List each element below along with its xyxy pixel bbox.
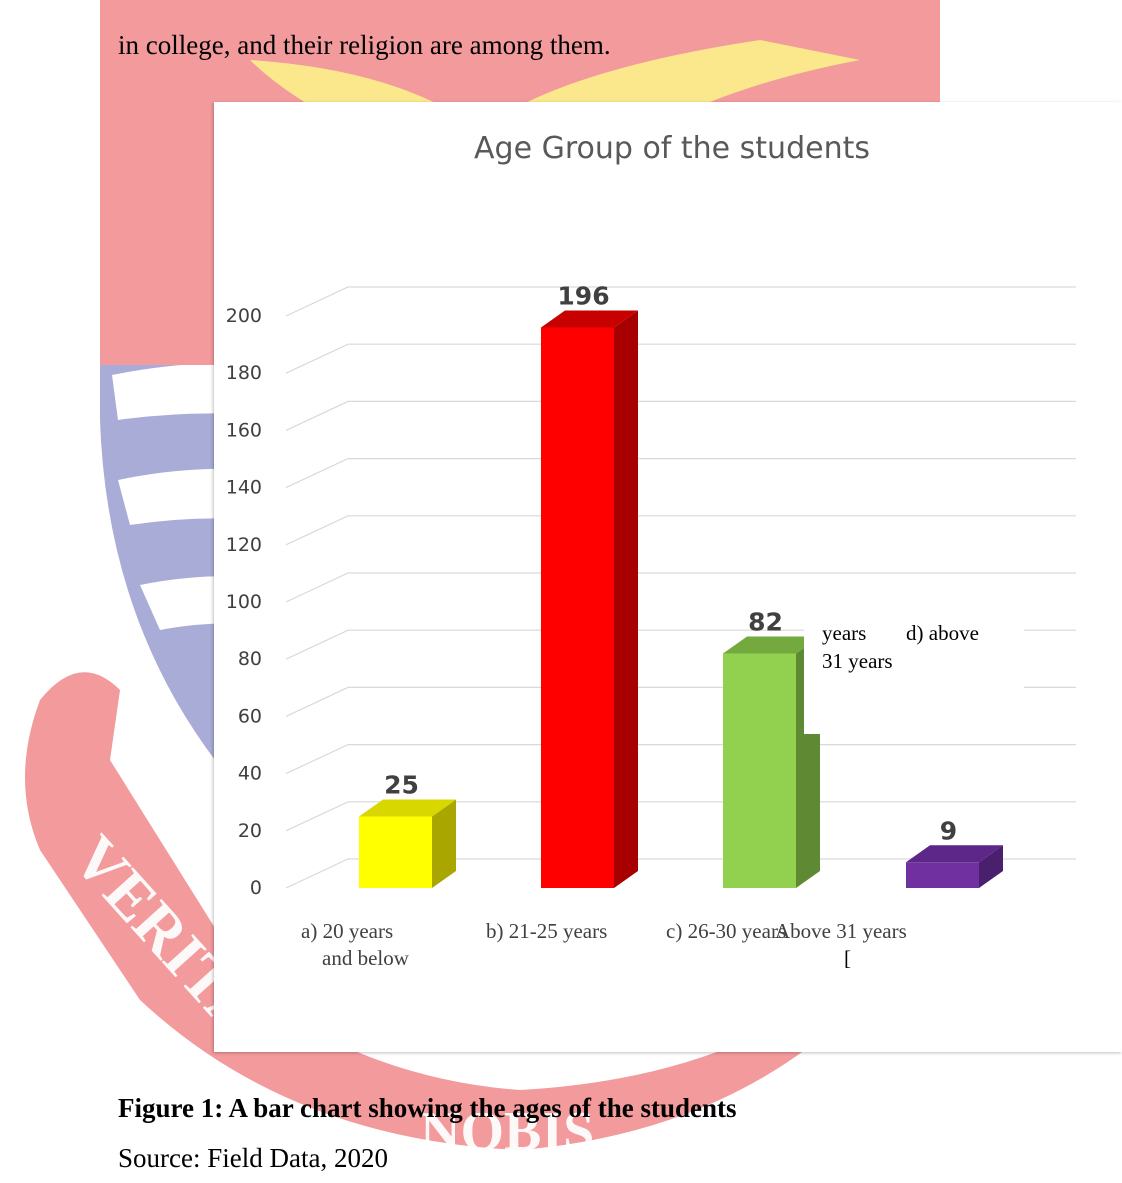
category-label-0-line-0: a) 20 years — [301, 919, 393, 943]
y-tick-label-80: 80 — [238, 648, 262, 670]
data-label-1: 196 — [557, 281, 609, 310]
gridline-140 — [285, 458, 1076, 489]
category-label-0-line-1: and below — [322, 946, 410, 970]
intro-paragraph: in college, and their religion are among… — [118, 30, 611, 60]
category-label-3-line-0: Above 31 years — [775, 919, 907, 943]
bar-top-1 — [541, 310, 638, 328]
bar-side-1 — [614, 310, 638, 888]
overlay-text-d-above: d) above — [906, 621, 979, 645]
bar-chart: Age Group of the students 0 20 40 60 80 100 120… — [226, 131, 1076, 970]
y-tick-label-120: 120 — [226, 534, 262, 556]
y-tick-label-0: 0 — [250, 877, 262, 899]
figure-caption: Figure 1: A bar chart showing the ages o… — [118, 1093, 737, 1123]
overlay-text-years: years — [822, 621, 866, 645]
bar-3 — [906, 862, 979, 888]
figure-source: Source: Field Data, 2020 — [118, 1143, 388, 1173]
motto-nobis-text: NOBIS — [420, 1101, 594, 1163]
category-label-1-line-0: b) 21-25 years — [486, 919, 607, 943]
overlay-text-bracket: [ — [844, 946, 851, 970]
bar-0 — [359, 816, 432, 888]
bar-top-0 — [359, 799, 456, 817]
chart-title: Age Group of the students — [474, 131, 870, 166]
bar-2 — [723, 653, 796, 888]
data-label-2: 82 — [748, 607, 783, 636]
bar-top-3 — [906, 845, 1003, 863]
gridline-20 — [285, 801, 1076, 832]
data-label-3: 9 — [940, 816, 957, 845]
gridline-0 — [285, 858, 1076, 889]
y-tick-label-60: 60 — [238, 705, 262, 727]
gridline-200 — [285, 286, 1076, 317]
y-tick-label-40: 40 — [238, 763, 262, 785]
y-tick-label-100: 100 — [226, 591, 262, 613]
y-tick-label-180: 180 — [226, 362, 262, 384]
data-label-0: 25 — [384, 771, 419, 800]
y-tick-label-20: 20 — [238, 820, 262, 842]
y-tick-label-140: 140 — [226, 477, 262, 499]
y-tick-label-200: 200 — [226, 305, 262, 327]
gridline-100 — [285, 572, 1076, 603]
overlay-text-box — [804, 614, 1024, 734]
bar-side-0 — [432, 799, 456, 888]
bar-1 — [541, 327, 614, 888]
bar-side-3 — [979, 845, 1003, 888]
bar-top-2 — [723, 636, 820, 654]
gridline-160 — [285, 400, 1076, 431]
gridline-120 — [285, 515, 1076, 546]
gridline-180 — [285, 343, 1076, 374]
category-label-2-line-0: c) 26-30 years — [666, 919, 786, 943]
overlay-text-31-years: 31 years — [822, 649, 893, 673]
gridline-40 — [285, 743, 1076, 775]
y-tick-label-160: 160 — [226, 419, 262, 441]
chart-panel: Age Group of the students 0 20 40 60 80 100 120… — [214, 102, 1122, 1052]
